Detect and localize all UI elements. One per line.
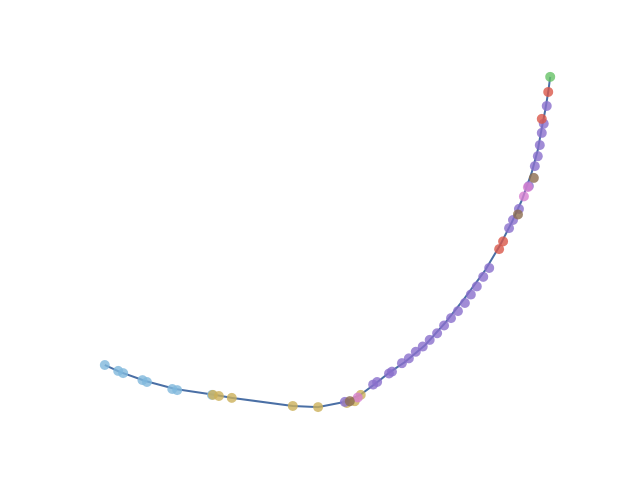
point	[372, 376, 383, 387]
point	[465, 289, 476, 300]
line	[104, 76, 552, 409]
point	[410, 346, 421, 357]
point	[352, 392, 363, 403]
point	[504, 223, 515, 234]
point	[213, 391, 224, 402]
point	[528, 172, 539, 183]
point	[287, 400, 298, 411]
point	[512, 209, 523, 220]
point	[459, 298, 470, 309]
point	[545, 71, 556, 82]
point	[403, 353, 414, 364]
point	[313, 402, 324, 413]
point	[417, 341, 428, 352]
point	[432, 328, 443, 339]
point	[536, 113, 547, 124]
point	[532, 151, 543, 162]
point	[446, 313, 457, 324]
point	[518, 191, 529, 202]
point	[494, 244, 505, 255]
point	[478, 271, 489, 282]
point	[543, 86, 554, 97]
point	[226, 392, 237, 403]
point	[141, 376, 152, 387]
point	[541, 100, 552, 111]
point	[452, 306, 463, 317]
point	[534, 140, 545, 151]
point	[99, 360, 110, 371]
point	[529, 161, 540, 172]
point	[396, 358, 407, 369]
point	[439, 320, 450, 331]
point	[172, 385, 183, 396]
point	[484, 262, 495, 273]
point	[386, 366, 397, 377]
point	[471, 281, 482, 292]
point	[424, 334, 435, 345]
point	[498, 236, 509, 247]
point	[118, 368, 129, 379]
point	[536, 127, 547, 138]
point	[344, 396, 355, 407]
point	[522, 182, 533, 193]
